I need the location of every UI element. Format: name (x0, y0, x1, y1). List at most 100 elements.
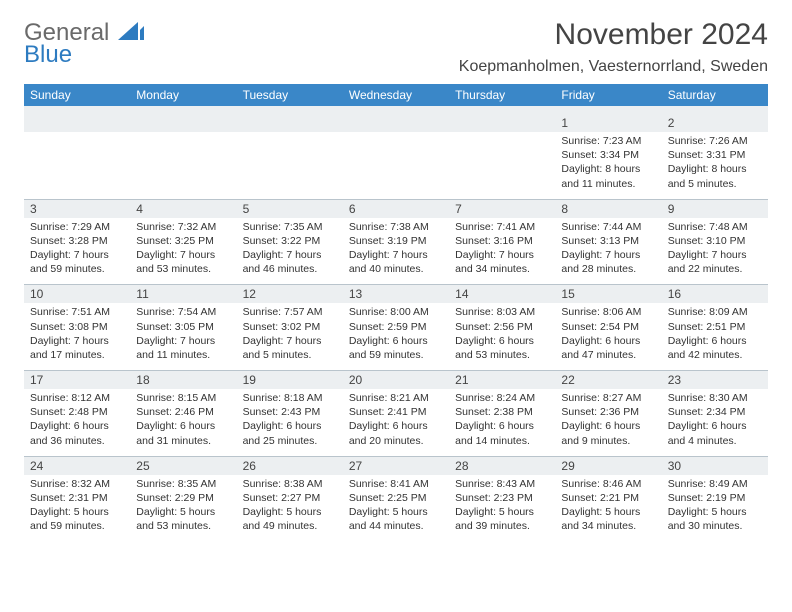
weekday-tuesday: Tuesday (237, 84, 343, 106)
day-detail-line: and 22 minutes. (668, 262, 762, 276)
day-details: Sunrise: 7:54 AMSunset: 3:05 PMDaylight:… (130, 303, 236, 370)
day-detail-line: Sunrise: 7:41 AM (455, 220, 549, 234)
day-detail-line: Sunset: 3:02 PM (243, 320, 337, 334)
day-number: 5 (237, 199, 343, 218)
day-number: 29 (555, 456, 661, 475)
day-number: 25 (130, 456, 236, 475)
day-number: 28 (449, 456, 555, 475)
day-details: Sunrise: 8:18 AMSunset: 2:43 PMDaylight:… (237, 389, 343, 456)
day-details: Sunrise: 8:32 AMSunset: 2:31 PMDaylight:… (24, 475, 130, 542)
day-detail-line: Sunrise: 7:38 AM (349, 220, 443, 234)
day-number: 13 (343, 284, 449, 303)
day-detail-line: and 59 minutes. (349, 348, 443, 362)
day-detail-line: Sunset: 2:48 PM (30, 405, 124, 419)
day-detail-line: Daylight: 8 hours (668, 162, 762, 176)
day-detail-line: Sunset: 2:29 PM (136, 491, 230, 505)
calendar-page: General Blue November 2024 Koepmanholmen… (0, 0, 792, 541)
day-detail-line: Sunrise: 8:24 AM (455, 391, 549, 405)
day-detail-line: Sunrise: 7:26 AM (668, 134, 762, 148)
day-detail-line: Sunset: 2:51 PM (668, 320, 762, 334)
day-detail-line: Daylight: 7 hours (136, 334, 230, 348)
day-detail-line: Sunrise: 8:30 AM (668, 391, 762, 405)
day-detail-line: Sunset: 3:31 PM (668, 148, 762, 162)
day-detail-line: and 59 minutes. (30, 519, 124, 533)
day-details (343, 132, 449, 199)
day-detail-line: Sunset: 3:10 PM (668, 234, 762, 248)
day-details: Sunrise: 8:30 AMSunset: 2:34 PMDaylight:… (662, 389, 768, 456)
day-details: Sunrise: 8:38 AMSunset: 2:27 PMDaylight:… (237, 475, 343, 542)
day-detail-line: Sunrise: 8:38 AM (243, 477, 337, 491)
day-details: Sunrise: 8:27 AMSunset: 2:36 PMDaylight:… (555, 389, 661, 456)
day-detail-line: Daylight: 6 hours (668, 419, 762, 433)
day-number: 3 (24, 199, 130, 218)
day-detail-line: Daylight: 7 hours (30, 334, 124, 348)
day-details: Sunrise: 7:44 AMSunset: 3:13 PMDaylight:… (555, 218, 661, 285)
day-detail-line: Sunrise: 8:46 AM (561, 477, 655, 491)
day-detail-line: and 31 minutes. (136, 434, 230, 448)
weekday-wednesday: Wednesday (343, 84, 449, 106)
day-details: Sunrise: 7:35 AMSunset: 3:22 PMDaylight:… (237, 218, 343, 285)
day-detail-line: Sunrise: 8:21 AM (349, 391, 443, 405)
day-detail-line: Daylight: 7 hours (243, 248, 337, 262)
day-detail-line: Sunset: 3:19 PM (349, 234, 443, 248)
day-detail-line: Sunrise: 8:00 AM (349, 305, 443, 319)
day-detail-line: Daylight: 7 hours (561, 248, 655, 262)
day-detail-line: Daylight: 6 hours (349, 334, 443, 348)
weekday-friday: Friday (555, 84, 661, 106)
day-detail-line: Sunset: 2:54 PM (561, 320, 655, 334)
day-detail-line: Sunrise: 7:48 AM (668, 220, 762, 234)
spacer-row (24, 106, 768, 114)
day-number: 16 (662, 284, 768, 303)
day-details: Sunrise: 7:32 AMSunset: 3:25 PMDaylight:… (130, 218, 236, 285)
day-details: Sunrise: 7:38 AMSunset: 3:19 PMDaylight:… (343, 218, 449, 285)
day-details: Sunrise: 8:24 AMSunset: 2:38 PMDaylight:… (449, 389, 555, 456)
day-number (237, 114, 343, 132)
day-details: Sunrise: 8:06 AMSunset: 2:54 PMDaylight:… (555, 303, 661, 370)
day-detail-line: Sunset: 3:16 PM (455, 234, 549, 248)
day-detail-line: Sunrise: 8:32 AM (30, 477, 124, 491)
day-details (237, 132, 343, 199)
day-number: 26 (237, 456, 343, 475)
day-detail-line: Sunset: 3:08 PM (30, 320, 124, 334)
day-detail-line: Daylight: 6 hours (136, 419, 230, 433)
day-detail-line: Sunrise: 7:35 AM (243, 220, 337, 234)
day-detail-line: and 53 minutes. (455, 348, 549, 362)
day-detail-line: Sunset: 2:27 PM (243, 491, 337, 505)
day-number (343, 114, 449, 132)
day-details: Sunrise: 8:09 AMSunset: 2:51 PMDaylight:… (662, 303, 768, 370)
day-detail-line: Daylight: 5 hours (668, 505, 762, 519)
day-details: Sunrise: 7:57 AMSunset: 3:02 PMDaylight:… (237, 303, 343, 370)
day-detail-line: Sunset: 3:05 PM (136, 320, 230, 334)
day-detail-line: and 40 minutes. (349, 262, 443, 276)
day-detail-line: Sunset: 2:21 PM (561, 491, 655, 505)
day-detail-line: Sunset: 3:13 PM (561, 234, 655, 248)
day-detail-line: Sunset: 2:46 PM (136, 405, 230, 419)
day-detail-line: and 20 minutes. (349, 434, 443, 448)
day-detail-line: Daylight: 6 hours (30, 419, 124, 433)
day-detail-line: Sunrise: 7:51 AM (30, 305, 124, 319)
day-details: Sunrise: 7:48 AMSunset: 3:10 PMDaylight:… (662, 218, 768, 285)
day-detail-line: and 4 minutes. (668, 434, 762, 448)
day-details: Sunrise: 8:46 AMSunset: 2:21 PMDaylight:… (555, 475, 661, 542)
day-detail-line: Daylight: 6 hours (561, 419, 655, 433)
day-detail-line: and 11 minutes. (136, 348, 230, 362)
day-detail-line: and 11 minutes. (561, 177, 655, 191)
day-detail-line: Sunset: 2:23 PM (455, 491, 549, 505)
week-body-row: Sunrise: 7:23 AMSunset: 3:34 PMDaylight:… (24, 132, 768, 199)
day-number: 7 (449, 199, 555, 218)
day-detail-line: Sunset: 2:31 PM (30, 491, 124, 505)
day-detail-line: Sunset: 2:34 PM (668, 405, 762, 419)
weekday-sunday: Sunday (24, 84, 130, 106)
day-detail-line: and 34 minutes. (455, 262, 549, 276)
day-detail-line: Sunset: 2:56 PM (455, 320, 549, 334)
day-number: 2 (662, 114, 768, 132)
day-detail-line: Sunrise: 8:09 AM (668, 305, 762, 319)
day-detail-line: Sunset: 2:43 PM (243, 405, 337, 419)
day-detail-line: Sunrise: 8:49 AM (668, 477, 762, 491)
week-body-row: Sunrise: 8:12 AMSunset: 2:48 PMDaylight:… (24, 389, 768, 456)
logo-triangle-icon (118, 22, 144, 40)
day-detail-line: Sunrise: 7:23 AM (561, 134, 655, 148)
day-number: 21 (449, 370, 555, 389)
day-detail-line: Sunrise: 8:12 AM (30, 391, 124, 405)
day-number (130, 114, 236, 132)
